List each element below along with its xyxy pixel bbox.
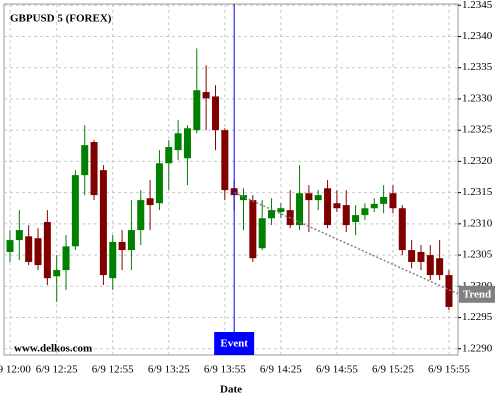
x-tick-label: 6/9 14:25 [260, 364, 302, 376]
candle-body [43, 221, 51, 279]
candle-body [183, 128, 191, 159]
candle-body [193, 90, 201, 131]
trend-label: Trend [463, 288, 491, 300]
candle-body [352, 215, 360, 222]
candle-body [53, 270, 61, 277]
candle-body [417, 251, 425, 262]
x-tick-label: 6/9 12:00 [0, 364, 31, 376]
candle-body [445, 275, 453, 307]
candle-body [127, 230, 135, 251]
y-tick-label: 1.2310 [462, 217, 493, 229]
x-tick-label: 6/9 15:25 [372, 364, 414, 376]
candle-body [71, 175, 79, 247]
candle-body [436, 258, 444, 276]
y-tick-label: 1.2290 [462, 342, 493, 354]
candle-body [90, 142, 98, 196]
candle-body [137, 200, 145, 231]
x-tick-label: 6/9 12:25 [36, 364, 78, 376]
trend-label-box [459, 285, 495, 303]
candle-body [277, 208, 285, 212]
x-tick-label: 6/9 13:25 [148, 364, 190, 376]
candle-body [81, 145, 89, 176]
candle-body [25, 236, 33, 262]
candle-body [211, 96, 219, 131]
candle-body [221, 130, 229, 191]
candle-body [426, 255, 434, 276]
candle-body [165, 147, 173, 164]
y-tick-label: 1.2320 [462, 155, 493, 167]
candle-body [333, 203, 341, 209]
candle-body [118, 241, 126, 251]
candle-body [389, 193, 397, 209]
candle-body [398, 208, 406, 251]
candle-body [370, 203, 378, 209]
source: www.delkos.com [14, 343, 92, 355]
y-tick-label: 1.2325 [462, 124, 493, 136]
candle-body [361, 208, 369, 216]
y-tick-label: 1.2330 [462, 92, 493, 104]
candle-body [314, 195, 322, 201]
candle-body [324, 188, 332, 226]
candle-body [62, 246, 70, 271]
candle-body [296, 193, 304, 226]
marks [6, 48, 453, 311]
event-label: Event [220, 338, 248, 350]
x-tick-label: 6/9 15:55 [428, 364, 470, 376]
candle-body [34, 238, 42, 266]
candle-body [305, 193, 313, 201]
x-tick-label: 6/9 12:55 [92, 364, 134, 376]
candle-body [174, 133, 182, 151]
y-tick-label: 1.2315 [462, 186, 493, 198]
y-tick-label: 1.2295 [462, 311, 493, 323]
y-tick-label: 1.2335 [462, 61, 493, 73]
candle-body [380, 196, 388, 204]
candle-body [249, 200, 257, 259]
plot-frame [3, 3, 459, 356]
candle-body [268, 210, 276, 219]
y-tick-label: 1.2305 [462, 249, 493, 261]
candle-body [146, 198, 154, 206]
event-label-box [214, 332, 255, 355]
x-axis-label: Date [220, 384, 242, 396]
x-tick-label: 6/9 13:55 [204, 364, 246, 376]
candle-body [342, 205, 350, 226]
candle-body [202, 92, 210, 99]
trend-line [233, 191, 459, 295]
candle-body [240, 195, 247, 201]
candle-body [258, 218, 266, 249]
candle-body [99, 170, 107, 276]
y-tick-label: 1.2340 [462, 30, 493, 42]
x-tick-label: 6/9 14:55 [316, 364, 358, 376]
y-tick-label: 1.2345 [462, 0, 493, 11]
candle-body [155, 163, 163, 204]
chart-title: GBPUSD 5 (FOREX) [10, 13, 112, 25]
candle-body [6, 240, 14, 252]
candle-body [408, 250, 416, 262]
candle-body [109, 241, 117, 279]
candle-body [15, 230, 23, 241]
